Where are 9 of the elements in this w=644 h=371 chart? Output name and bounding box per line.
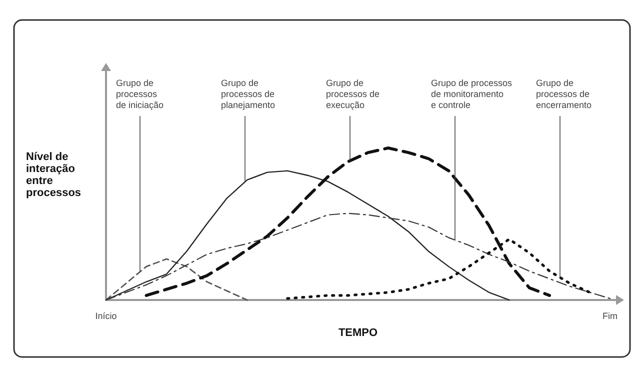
text: Grupo de processos de execução [326, 78, 380, 110]
text: Grupo de processos de encerramento [536, 78, 592, 110]
text: Grupo de processos de iniciação [116, 78, 164, 110]
x-tick-label: Fim [602, 311, 618, 321]
y-axis-title: Nível de interação entre processos [26, 151, 82, 199]
text: Grupo de processos de planejamento [221, 78, 276, 110]
x-tick-label: Início [95, 311, 117, 321]
text: Grupo de processos de monitoramento e controle [431, 78, 513, 110]
x-axis-title: TEMPO [338, 327, 378, 339]
